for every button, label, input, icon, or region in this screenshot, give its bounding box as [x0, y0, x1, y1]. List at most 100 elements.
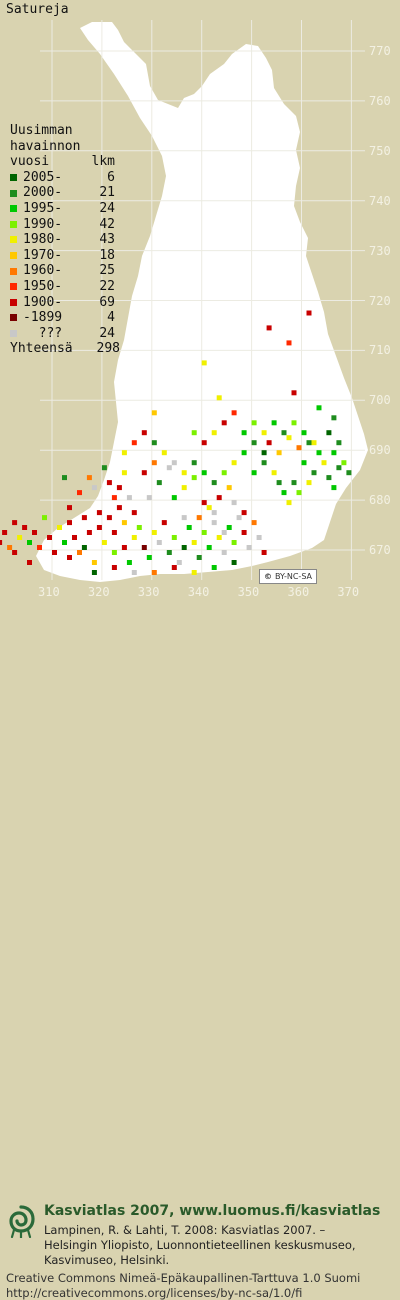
- observation-square: [191, 475, 197, 481]
- distribution-map: Satureja 770 760 750 740 730 720 710 700 690 680 6…: [0, 0, 400, 600]
- observation-square: [176, 560, 182, 565]
- legend-count: 24: [99, 200, 115, 216]
- grid-y-label: 670: [369, 543, 391, 557]
- legend-row: 2000- 21: [10, 185, 120, 201]
- observation-square: [291, 480, 297, 486]
- observation-square: [171, 460, 177, 466]
- legend-count: 18: [99, 247, 115, 263]
- legend-row: 1950- 22: [10, 279, 120, 295]
- observation-square: [146, 495, 152, 501]
- observation-square: [261, 550, 267, 555]
- grid-x-label: 310: [38, 585, 60, 599]
- observation-square: [181, 485, 187, 491]
- grid-y-label: 680: [369, 493, 391, 508]
- cc-license-url[interactable]: http://creativecommons.org/licenses/by-n…: [6, 1286, 303, 1300]
- observation-square: [121, 520, 127, 526]
- grid-y-label: 730: [369, 243, 391, 258]
- cc-license-badge[interactable]: © BY-NC-SA: [259, 569, 317, 584]
- observation-square: [121, 545, 127, 550]
- observation-square: [81, 545, 87, 550]
- observation-square: [336, 440, 342, 446]
- observation-square: [236, 515, 242, 521]
- citation-line-1: Lampinen, R. & Lahti, T. 2008: Kasviatla…: [44, 1223, 326, 1237]
- observation-square: [206, 545, 212, 550]
- legend-swatch: [10, 298, 17, 306]
- legend-swatch: [10, 314, 17, 322]
- observation-square: [81, 515, 87, 521]
- legend-year-label: -1899: [23, 310, 63, 326]
- observation-square: [121, 470, 127, 476]
- observation-square: [266, 325, 272, 331]
- cc-badge-text: BY-NC-SA: [274, 572, 313, 581]
- footer: Kasviatlas 2007, www.luomus.fi/kasviatla…: [0, 600, 400, 1300]
- legend-count: 6: [107, 169, 115, 185]
- observation-square: [27, 560, 32, 565]
- legend-swatch: [10, 267, 17, 275]
- legend: Uusimman havainnon vuosi lkm 2005- 6 2000-…: [10, 123, 120, 357]
- observation-square: [156, 480, 162, 486]
- observation-square: [57, 525, 62, 530]
- observation-square: [62, 540, 67, 545]
- legend-year-label: 1995-: [23, 200, 63, 216]
- observation-square: [131, 440, 137, 446]
- observation-square: [231, 460, 237, 466]
- observation-square: [77, 550, 82, 555]
- legend-swatch: [10, 189, 17, 197]
- observation-square: [91, 560, 97, 565]
- observation-square: [171, 565, 177, 570]
- observation-square: [201, 530, 207, 535]
- observation-square: [91, 485, 97, 491]
- grid-y-label: 770: [369, 44, 391, 58]
- map-canvas: [0, 20, 368, 582]
- observation-square: [276, 450, 282, 456]
- observation-square: [306, 480, 312, 486]
- observation-square: [306, 310, 312, 316]
- map-title: Satureja: [6, 2, 69, 17]
- legend-swatch: [10, 205, 17, 213]
- grid-y-label: 710: [369, 343, 391, 358]
- legend-row: 1900- 69: [10, 295, 120, 311]
- observation-square: [341, 460, 347, 466]
- grid-y-label: 690: [369, 443, 391, 458]
- observation-square: [22, 525, 28, 530]
- observation-square: [231, 540, 237, 545]
- observation-square: [241, 430, 247, 436]
- observation-square: [67, 520, 72, 526]
- observation-square: [221, 470, 227, 476]
- observation-square: [326, 475, 332, 481]
- observation-square: [111, 530, 117, 535]
- observation-square: [226, 485, 232, 491]
- observation-square: [151, 570, 157, 575]
- observation-square: [126, 560, 132, 565]
- kasviatlas-logo-icon: [9, 1205, 35, 1238]
- observation-square: [161, 520, 167, 526]
- observation-square: [251, 520, 257, 526]
- observation-square: [201, 440, 207, 446]
- legend-column-headers: vuosi lkm: [10, 154, 120, 170]
- observation-square: [241, 510, 247, 516]
- brand-text[interactable]: Kasviatlas 2007, www.luomus.fi/kasviatla…: [44, 1203, 381, 1219]
- observation-square: [261, 460, 267, 466]
- observation-square: [291, 390, 297, 396]
- observation-square: [156, 540, 162, 545]
- observation-square: [151, 410, 157, 416]
- legend-row: -1899 4: [10, 310, 120, 326]
- observation-square: [86, 530, 92, 535]
- observation-square: [316, 405, 322, 411]
- legend-swatch: [10, 252, 17, 260]
- observation-square: [241, 530, 247, 535]
- observation-square: [101, 540, 107, 545]
- observation-square: [186, 525, 192, 530]
- observation-square: [86, 475, 92, 481]
- observation-square: [276, 480, 282, 486]
- observation-square: [121, 450, 127, 456]
- citation-line-3: Kasvimuseo, Helsinki.: [44, 1253, 170, 1267]
- legend-count: 4: [107, 310, 115, 326]
- observation-square: [67, 555, 72, 560]
- observation-square: [181, 470, 187, 476]
- observation-square: [321, 460, 327, 466]
- observation-square: [201, 500, 207, 506]
- observation-square: [32, 530, 37, 535]
- legend-total: Yhteensä 298: [10, 341, 120, 357]
- observation-square: [116, 505, 122, 511]
